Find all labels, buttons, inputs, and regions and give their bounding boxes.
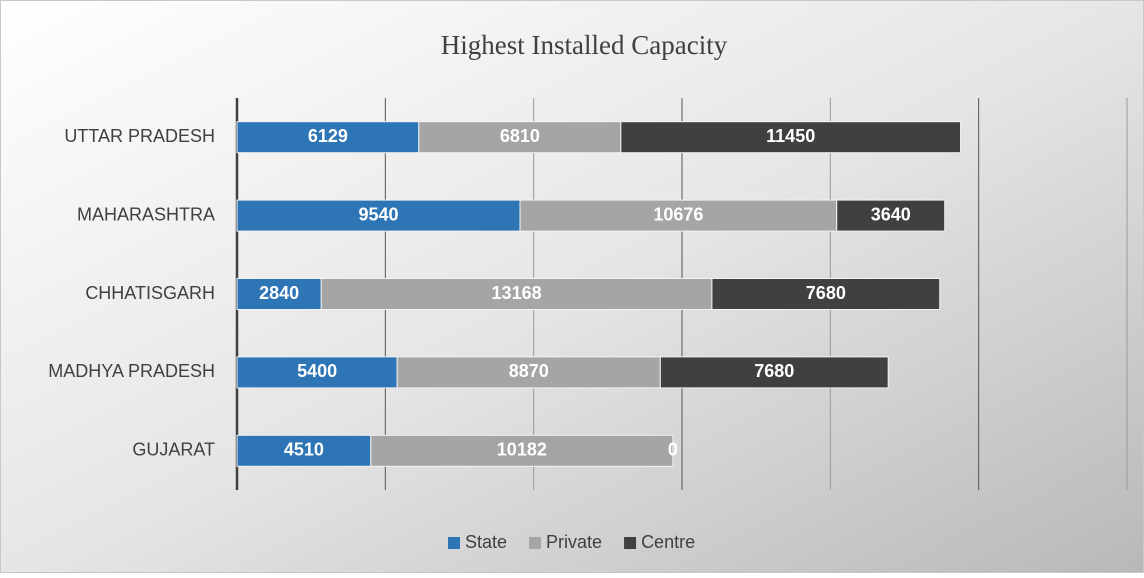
bar-segment — [236, 199, 521, 232]
data-label: 6129 — [308, 126, 348, 146]
bar-segment — [236, 356, 398, 389]
data-label: 0 — [668, 440, 678, 460]
category-label: GUJARAT — [132, 440, 215, 460]
legend-label: State — [465, 532, 507, 552]
bar-segment — [396, 356, 661, 389]
data-label: 2840 — [259, 283, 299, 303]
data-label: 7680 — [754, 361, 794, 381]
chart-title: Highest Installed Capacity — [441, 30, 728, 60]
category-label: MADHYA PRADESH — [48, 361, 215, 381]
legend-swatch — [529, 537, 542, 549]
category-label: CHHATISGARH — [85, 283, 215, 303]
data-label: 10676 — [653, 204, 703, 224]
data-label: 6810 — [500, 126, 540, 146]
bar-segment — [836, 199, 946, 232]
data-label: 5400 — [297, 361, 337, 381]
bar-segment — [418, 121, 622, 154]
data-label: 9540 — [358, 204, 398, 224]
legend-swatch — [448, 537, 460, 549]
data-label: 13168 — [492, 283, 542, 303]
legend-label: Centre — [641, 532, 695, 552]
data-label: 4510 — [284, 440, 324, 460]
data-label: 3640 — [871, 204, 911, 224]
bar-segment — [711, 278, 941, 310]
bar-segment — [519, 199, 838, 232]
bar-segment — [236, 434, 372, 467]
data-label: 8870 — [509, 361, 549, 381]
bar-segment — [370, 434, 674, 467]
data-label: 7680 — [806, 283, 846, 303]
bar-segment — [659, 356, 889, 389]
category-label: UTTAR PRADESH — [64, 126, 215, 146]
legend-label: Private — [546, 532, 602, 552]
bar-segment — [236, 121, 420, 154]
data-label: 11450 — [766, 126, 815, 146]
bar-segment — [320, 278, 713, 310]
category-label: MAHARASHTRA — [77, 204, 215, 224]
legend-swatch — [624, 537, 637, 549]
bar-segment — [620, 121, 962, 154]
data-label: 10182 — [497, 440, 547, 460]
